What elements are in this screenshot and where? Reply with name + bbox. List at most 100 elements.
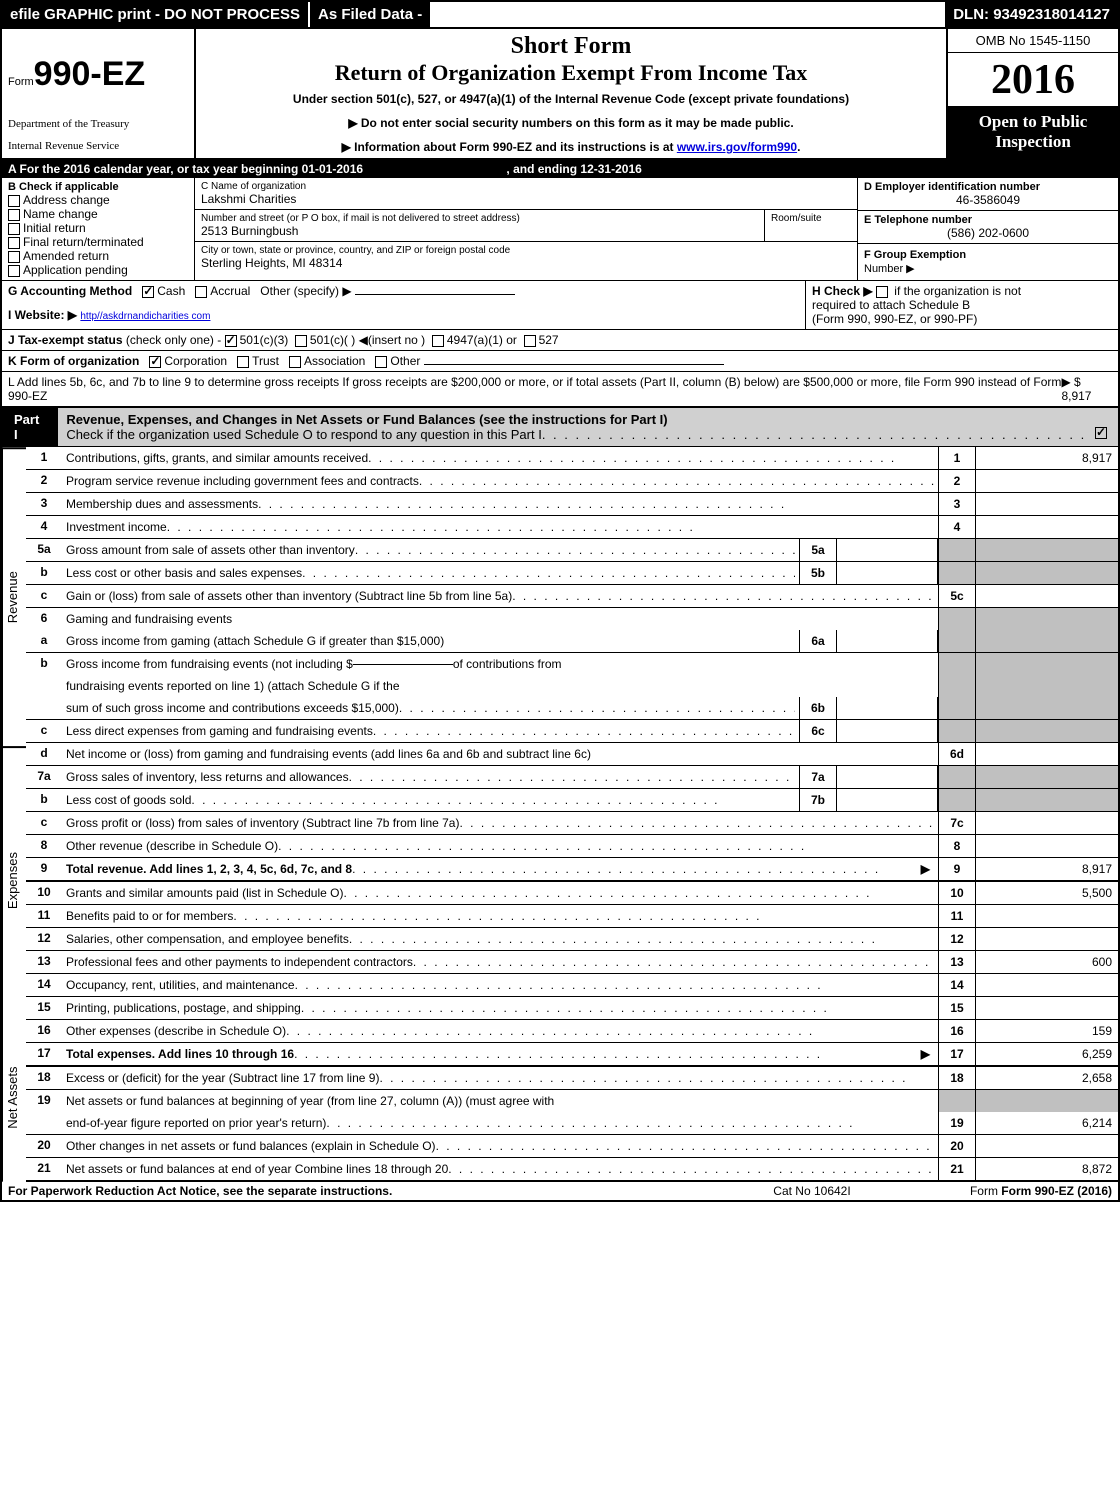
lbl-amended: Amended return: [23, 249, 109, 263]
ln7a-num: 7a: [26, 766, 62, 788]
efile-label: efile GRAPHIC print - DO NOT PROCESS: [2, 2, 308, 27]
form-prefix: Form: [8, 76, 34, 88]
line-20: 20 Other changes in net assets or fund b…: [26, 1135, 1118, 1158]
check-pending[interactable]: [8, 265, 20, 277]
ln6a-col: [938, 630, 975, 652]
check-final[interactable]: [8, 237, 20, 249]
ln12-val: [975, 928, 1118, 950]
ln19-col: 19: [938, 1112, 975, 1134]
ln6b-d1: Gross income from fundraising events (no…: [66, 657, 353, 671]
ln6b-num3: [26, 697, 62, 719]
g-label: G Accounting Method: [8, 284, 132, 298]
check-other-org[interactable]: [375, 356, 387, 368]
ln9-num: 9: [26, 858, 62, 880]
ln19-desc: Net assets or fund balances at beginning…: [66, 1094, 554, 1108]
dln-label: DLN: 93492318014127: [945, 2, 1118, 27]
ln6c-desc: Less direct expenses from gaming and fun…: [66, 724, 373, 738]
part1-header: Part I Revenue, Expenses, and Changes in…: [2, 407, 1118, 447]
subtitle: Under section 501(c), 527, or 4947(a)(1)…: [204, 92, 938, 106]
line-21: 21 Net assets or fund balances at end of…: [26, 1158, 1118, 1182]
f-label: F Group Exemption: [864, 249, 966, 261]
check-initial[interactable]: [8, 223, 20, 235]
check-trust[interactable]: [237, 356, 249, 368]
ln20-col: 20: [938, 1135, 975, 1157]
l-text: L Add lines 5b, 6c, and 7b to line 9 to …: [8, 375, 1061, 403]
footer-right-text: Form 990-EZ (2016): [1001, 1184, 1112, 1198]
instr-link[interactable]: www.irs.gov/form990: [677, 140, 797, 154]
part1-check-text: Check if the organization used Schedule …: [66, 427, 542, 442]
section-a-ending: , and ending 12-31-2016: [506, 162, 641, 176]
ln8-desc: Other revenue (describe in Schedule O): [66, 839, 278, 853]
ln7b-col: [938, 789, 975, 811]
line-7b: b Less cost of goods sold 7b: [26, 789, 1118, 812]
instr-ssn: ▶ Do not enter social security numbers o…: [204, 116, 938, 130]
street-val: 2513 Burningbush: [201, 224, 758, 238]
ln6b-col2: [938, 675, 975, 697]
ln5a-sv: [837, 539, 938, 561]
ln6b-blank[interactable]: [353, 664, 453, 665]
check-corp[interactable]: [149, 356, 161, 368]
ln7a-val: [975, 766, 1118, 788]
other-orgom-line[interactable]: [424, 364, 724, 365]
ln4-col: 4: [938, 516, 975, 538]
check-amended[interactable]: [8, 251, 20, 263]
ln20-desc: Other changes in net assets or fund bala…: [66, 1139, 436, 1153]
vlabel-revenue: Revenue: [2, 447, 26, 746]
j-label: J Tax-exempt status: [8, 333, 123, 347]
check-assoc[interactable]: [289, 356, 301, 368]
check-accrual[interactable]: [195, 286, 207, 298]
check-name[interactable]: [8, 209, 20, 221]
e-label: E Telephone number: [864, 214, 972, 226]
ln7c-val: [975, 812, 1118, 834]
ln2-desc: Program service revenue including govern…: [66, 474, 419, 488]
ln19-num2: [26, 1112, 62, 1134]
ln10-num: 10: [26, 882, 62, 904]
ln13-col: 13: [938, 951, 975, 973]
check-527[interactable]: [524, 335, 536, 347]
dept-treasury: Department of the Treasury: [8, 118, 188, 130]
ln6d-val: [975, 743, 1118, 765]
ln6b-val2: [975, 675, 1118, 697]
check-address[interactable]: [8, 195, 20, 207]
line-19-1: 19 Net assets or fund balances at beginn…: [26, 1090, 1118, 1112]
ln7a-sb: 7a: [799, 766, 837, 788]
check-schedule-o[interactable]: [1095, 427, 1107, 439]
other-specify-line[interactable]: [355, 294, 515, 295]
website-link[interactable]: http//askdrnandicharities com: [80, 311, 210, 322]
line-6b-2: fundraising events reported on line 1) (…: [26, 675, 1118, 697]
ln11-desc: Benefits paid to or for members: [66, 909, 233, 923]
ln6b-d3: fundraising events reported on line 1) (…: [66, 679, 400, 693]
ln5b-col: [938, 562, 975, 584]
ln10-val: 5,500: [975, 882, 1118, 904]
ln6b-sv: [837, 697, 938, 719]
check-cash[interactable]: [142, 286, 154, 298]
room-label: Room/suite: [771, 213, 851, 224]
check-4947[interactable]: [432, 335, 444, 347]
line-13: 13 Professional fees and other payments …: [26, 951, 1118, 974]
lbl-cash: Cash: [157, 284, 185, 298]
check-501c3[interactable]: [225, 335, 237, 347]
ln6a-sb: 6a: [799, 630, 837, 652]
opt-4947: 4947(a)(1) or: [447, 333, 517, 347]
ln8-col: 8: [938, 835, 975, 857]
header-center: Short Form Return of Organization Exempt…: [196, 29, 946, 158]
ln17-num: 17: [26, 1043, 62, 1065]
ln5c-num: c: [26, 585, 62, 607]
ln2-num: 2: [26, 470, 62, 492]
ln12-col: 12: [938, 928, 975, 950]
check-schedule-b[interactable]: [876, 286, 888, 298]
i-label: I Website: ▶: [8, 308, 77, 322]
opt-527: 527: [539, 333, 559, 347]
section-gh: G Accounting Method Cash Accrual Other (…: [2, 281, 1118, 330]
e-val: (586) 202-0600: [864, 226, 1112, 240]
ln16-val: 159: [975, 1020, 1118, 1042]
section-b: B Check if applicable Address change Nam…: [2, 178, 195, 280]
ln6-desc: Gaming and fundraising events: [66, 612, 232, 626]
ln4-val: [975, 516, 1118, 538]
ln16-num: 16: [26, 1020, 62, 1042]
header-left: Form990-EZ Department of the Treasury In…: [2, 29, 196, 158]
ln17-desc: Total expenses. Add lines 10 through 16: [66, 1047, 294, 1061]
check-501c[interactable]: [295, 335, 307, 347]
line-9: 9 Total revenue. Add lines 1, 2, 3, 4, 5…: [26, 858, 1118, 882]
ln2-val: [975, 470, 1118, 492]
